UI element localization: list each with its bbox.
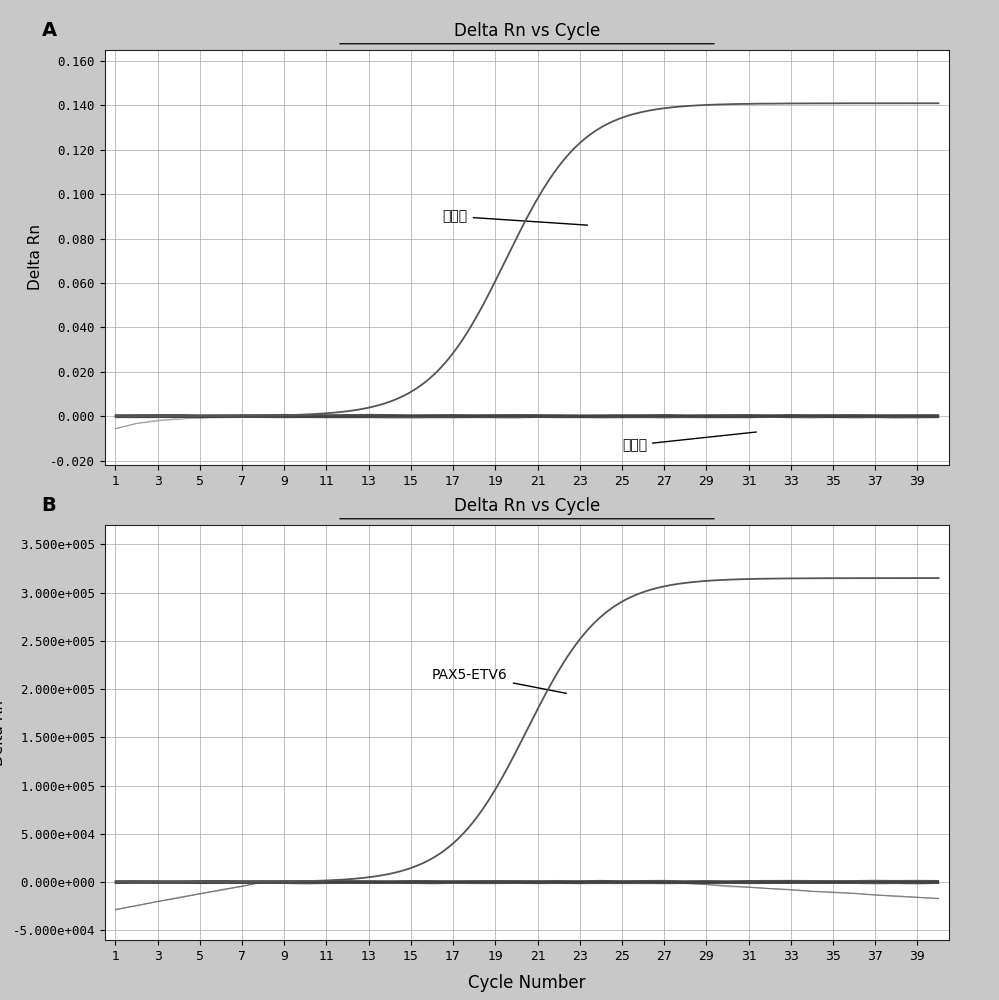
Y-axis label: Delta Rn: Delta Rn [0, 700, 6, 766]
Text: 第二组: 第二组 [622, 432, 756, 452]
Text: Delta Rn vs Cycle: Delta Rn vs Cycle [454, 22, 600, 40]
Text: B: B [42, 496, 56, 515]
Text: PAX5-ETV6: PAX5-ETV6 [432, 668, 566, 693]
Text: 第一组: 第一组 [443, 209, 587, 225]
Y-axis label: Delta Rn: Delta Rn [28, 225, 43, 290]
Text: A: A [42, 21, 57, 40]
Text: Delta Rn vs Cycle: Delta Rn vs Cycle [454, 497, 600, 515]
X-axis label: Cycle Number: Cycle Number [469, 974, 585, 992]
